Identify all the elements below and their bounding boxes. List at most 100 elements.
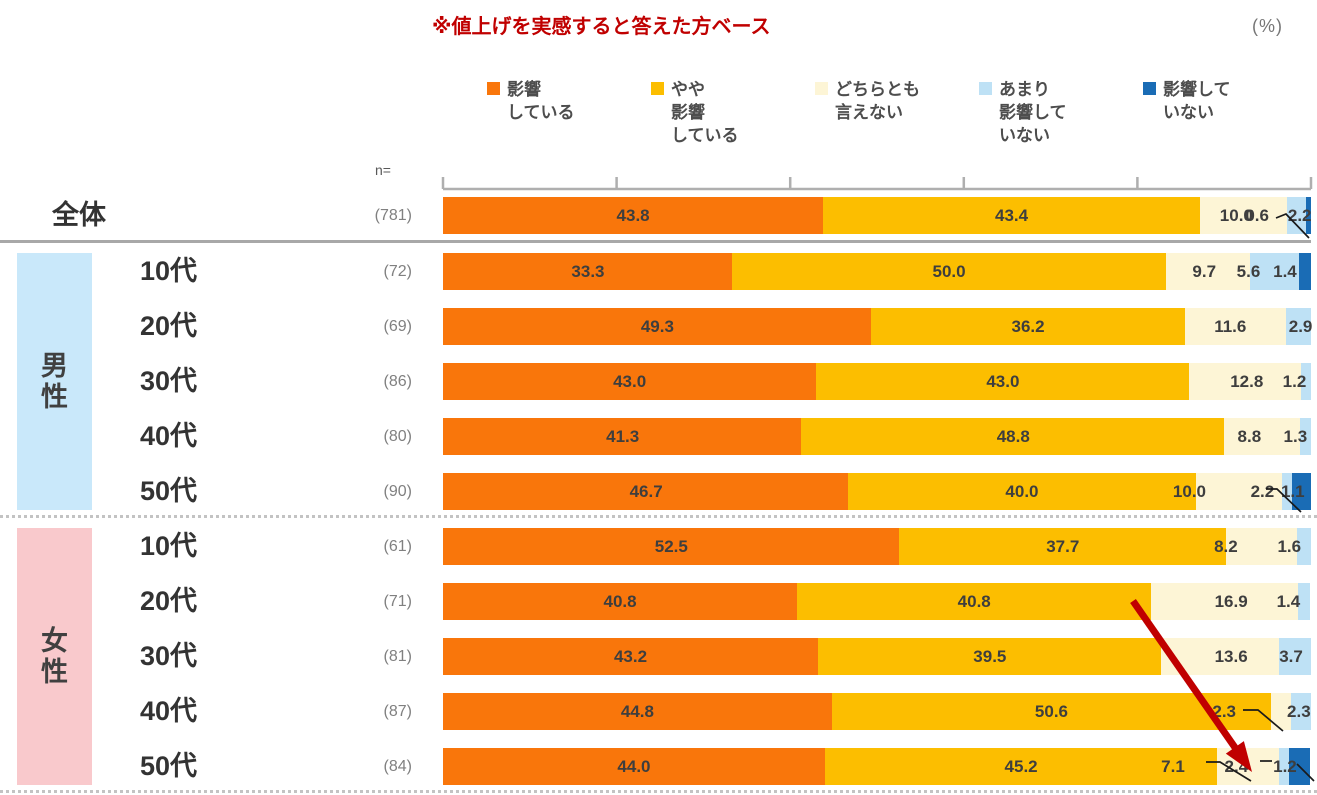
bar-segment-2 (1166, 253, 1251, 290)
legend-label: 影響して いない (1163, 80, 1231, 122)
row-label-age: 50代 (140, 751, 198, 781)
bar-value-label: 10.0 (1172, 482, 1207, 501)
separator-dotted-bottom (0, 790, 1317, 793)
bar-value-label: 1.3 (1283, 427, 1308, 446)
bar-value-label: 1.4 (1276, 592, 1301, 611)
row-n-value: (71) (383, 593, 412, 610)
row-n-value: (61) (383, 538, 412, 555)
bar-segment-0 (443, 418, 801, 455)
row-n-value: (81) (383, 648, 412, 665)
bar-value-label: 40.8 (603, 592, 637, 611)
row-label-age: 40代 (140, 696, 198, 726)
bar-value-label: 41.3 (606, 427, 640, 446)
group-label: 男性 (41, 350, 68, 412)
row-n-value: (87) (383, 703, 412, 720)
bar-segment-2 (1185, 308, 1286, 345)
row-label-age: 20代 (140, 586, 198, 616)
row-label-age: 10代 (140, 531, 198, 561)
stacked-bar (443, 583, 1311, 620)
group-box-1: 女性 (17, 528, 92, 785)
bar-segment-0 (443, 693, 832, 730)
bar-segment-3 (1300, 363, 1311, 400)
bar-value-label: 50.6 (1034, 702, 1068, 721)
bar-value-label: 3.7 (1279, 647, 1303, 666)
stacked-bar (443, 693, 1311, 730)
bar-value-label: 2.9 (1288, 317, 1313, 336)
row-label-age: 10代 (140, 256, 198, 286)
row-label-age: 40代 (140, 421, 198, 451)
legend-item-4: 影響して いない (1143, 78, 1231, 124)
bar-value-label: 43.4 (994, 206, 1029, 225)
legend-item-1: やや 影響 している (651, 78, 739, 147)
row-n-value: (781) (374, 207, 412, 224)
row-label-total: 全体 (52, 200, 106, 230)
stacked-bar (443, 638, 1311, 675)
stacked-bar (443, 197, 1311, 234)
bar-segment-4 (1298, 253, 1311, 290)
row-label-age: 20代 (140, 311, 198, 341)
bar-segment-2 (1199, 197, 1287, 234)
bar-segment-1 (823, 197, 1200, 234)
bar-segment-1 (817, 638, 1161, 675)
row-n-value: (80) (383, 428, 412, 445)
stacked-bar (443, 363, 1311, 400)
stacked-bar (443, 308, 1311, 345)
row-label-age: 30代 (140, 641, 198, 671)
bar-value-label: 40.0 (1005, 482, 1039, 501)
bar-value-label: 12.8 (1230, 372, 1264, 391)
bar-segment-1 (800, 418, 1224, 455)
bar-segment-2 (1189, 363, 1301, 400)
legend-label: 影響 している (507, 80, 575, 122)
legend-item-3: あまり 影響して いない (979, 78, 1067, 147)
legend-label: やや 影響 している (671, 80, 739, 145)
legend-swatch-icon (979, 82, 992, 95)
bar-value-label: 8.2 (1214, 537, 1238, 556)
bar-segment-3 (1297, 528, 1311, 565)
bar-segment-0 (443, 583, 798, 620)
bar-segment-2 (1223, 418, 1300, 455)
bar-value-label: 46.7 (629, 482, 663, 501)
bar-segment-1 (816, 363, 1190, 400)
bar-value-label: 1.4 (1273, 262, 1297, 281)
bar-value-label: 43.0 (613, 372, 647, 391)
legend-item-2: どちらとも 言えない (815, 78, 920, 124)
row-n-value: (69) (383, 318, 412, 335)
bar-segment-1 (824, 748, 1218, 785)
bar-value-label: 37.7 (1046, 537, 1080, 556)
bar-value-label: 36.2 (1011, 317, 1045, 336)
bar-value-label: 1.2 (1282, 372, 1307, 391)
bar-value-label: 43.2 (613, 647, 648, 666)
bar-value-label: 2.2 (1287, 206, 1312, 225)
bar-value-label: 33.3 (571, 262, 605, 281)
bar-value-label: 1.2 (1273, 757, 1297, 776)
bar-segment-1 (870, 308, 1186, 345)
row-n-value: (86) (383, 373, 412, 390)
bar-segment-3 (1278, 748, 1290, 785)
bar-value-label: 49.3 (640, 317, 674, 336)
stacked-bar (443, 253, 1311, 290)
bar-segment-0 (443, 253, 733, 290)
separator-dotted-mid (0, 515, 1317, 518)
bar-value-label: 52.5 (654, 537, 688, 556)
bar-value-label: 40.8 (957, 592, 991, 611)
bar-value-label: 2.4 (1224, 757, 1249, 776)
bar-segment-1 (797, 583, 1152, 620)
bar-value-label: 13.6 (1214, 647, 1248, 666)
bar-value-label: 43.0 (986, 372, 1020, 391)
bar-segment-0 (443, 473, 849, 510)
percent-unit-label: (%) (1252, 16, 1283, 36)
bar-value-label: 7.1 (1161, 757, 1185, 776)
bar-segment-1 (732, 253, 1167, 290)
bar-value-label: 43.8 (616, 206, 650, 225)
legend-swatch-icon (1143, 82, 1156, 95)
stacked-bar (443, 418, 1311, 455)
row-label-age: 50代 (140, 476, 198, 506)
bar-segment-3 (1299, 418, 1311, 455)
bar-value-label: 2.3 (1287, 702, 1311, 721)
bar-segment-3 (1291, 693, 1311, 730)
bar-segment-0 (443, 748, 825, 785)
bar-value-label: 44.8 (620, 702, 654, 721)
bar-value-label: 0.6 (1245, 206, 1269, 225)
stacked-bar (443, 528, 1311, 565)
legend-item-0: 影響 している (487, 78, 575, 124)
